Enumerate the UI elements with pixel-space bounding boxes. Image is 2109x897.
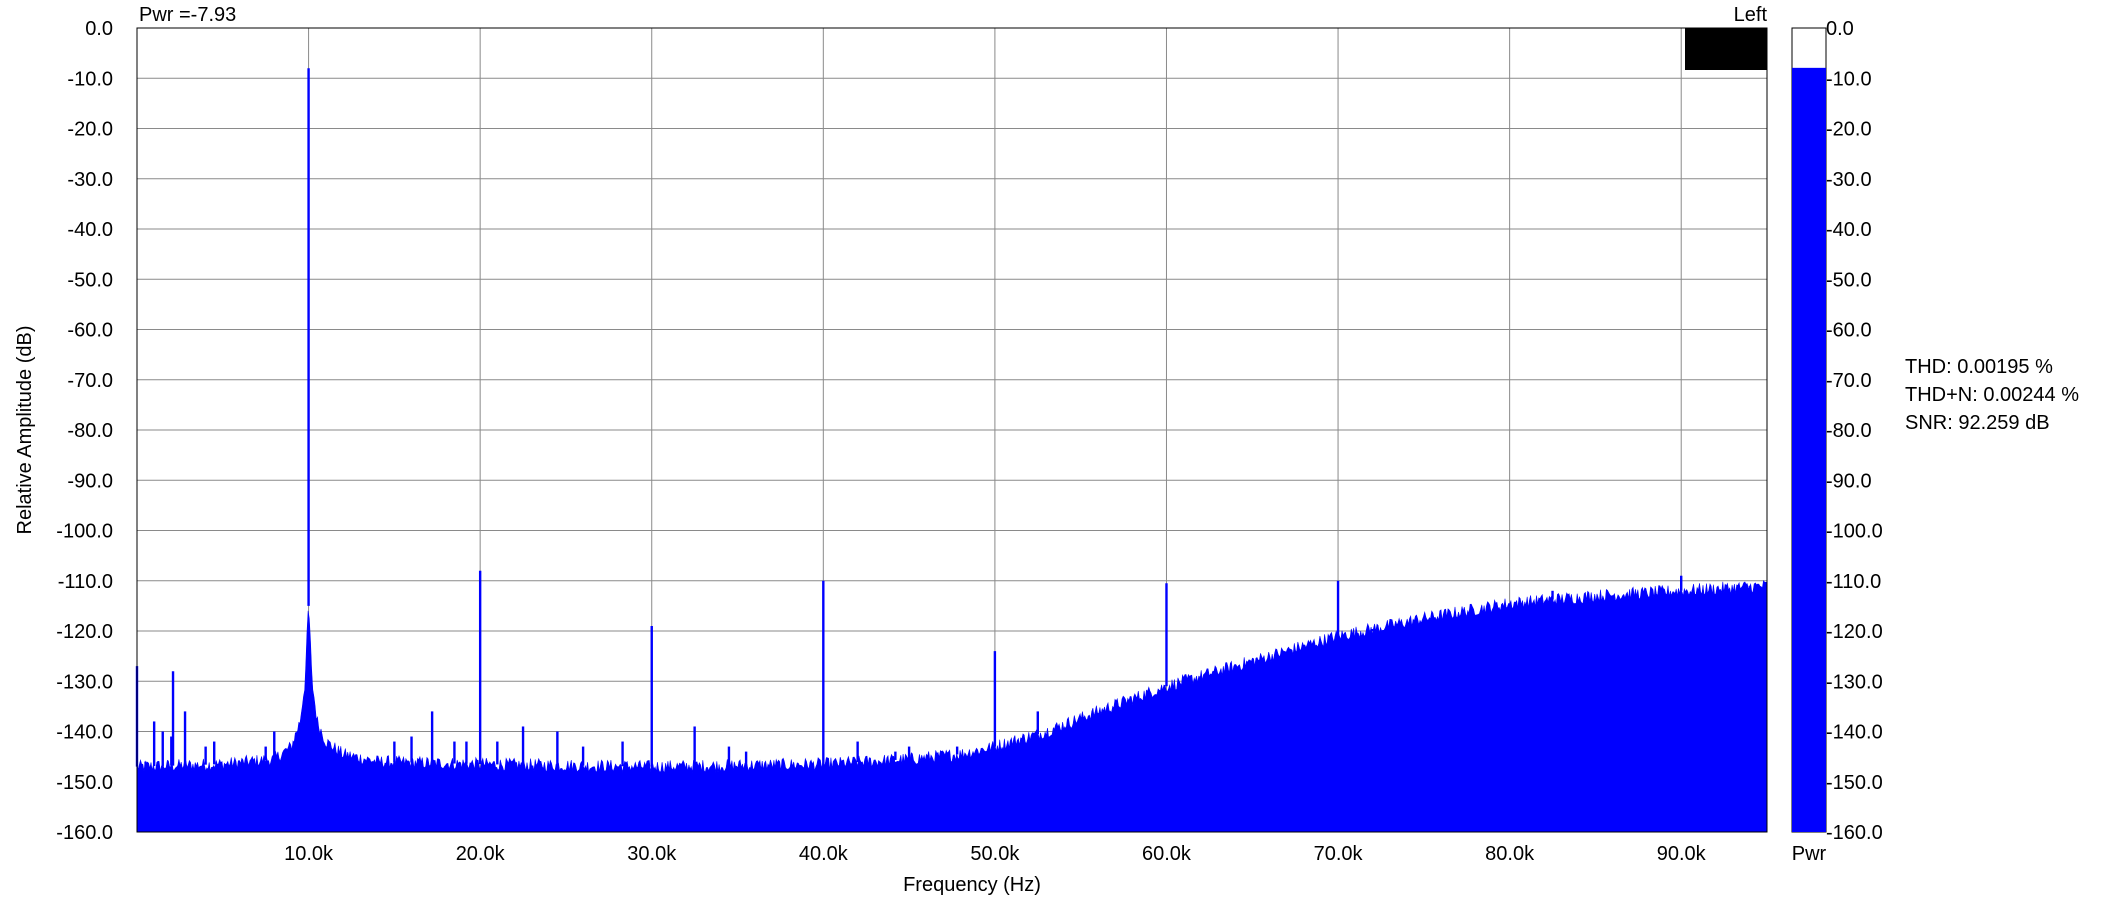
thdn-value: THD+N: 0.00244 % xyxy=(1905,384,2079,406)
power-meter-tick-label: -40.0 xyxy=(1826,219,1872,241)
x-axis-label: Frequency (Hz) xyxy=(903,874,1041,896)
channel-label: Left xyxy=(1734,4,1768,26)
y-axis-label: Relative Amplitude (dB) xyxy=(14,326,36,535)
power-meter-tick-label: -60.0 xyxy=(1826,320,1872,342)
power-meter-tick-label: -90.0 xyxy=(1826,470,1872,492)
power-readout: Pwr =-7.93 xyxy=(139,4,236,26)
y-tick-label: -120.0 xyxy=(56,621,113,643)
x-tick-label: 30.0k xyxy=(627,843,677,865)
power-meter-tick-label: -30.0 xyxy=(1826,169,1872,191)
power-meter-tick-label: -70.0 xyxy=(1826,370,1872,392)
power-meter-tick-label: -100.0 xyxy=(1826,521,1883,543)
x-tick-label: 90.0k xyxy=(1657,843,1707,865)
x-tick-label: 10.0k xyxy=(284,843,334,865)
x-tick-label: 20.0k xyxy=(456,843,506,865)
thd-value: THD: 0.00195 % xyxy=(1905,356,2053,378)
noise-floor-area xyxy=(136,579,1768,833)
y-tick-label: -80.0 xyxy=(67,420,113,442)
measurement-stats: THD: 0.00195 % THD+N: 0.00244 % SNR: 92.… xyxy=(1905,353,2079,437)
power-meter-tick-label: -120.0 xyxy=(1826,621,1883,643)
x-tick-label: 40.0k xyxy=(799,843,849,865)
power-meter-label: Pwr xyxy=(1792,843,1827,865)
y-axis-ticks: 0.0 -10.0 -20.0 -30.0 -40.0 -50.0 -60.0 -70.0 -8… xyxy=(56,18,113,844)
x-axis-ticks: 10.0k 20.0k 30.0k 40.0k 50.0k 60.0k 70.0k 80.0k… xyxy=(284,843,1707,865)
power-meter-ticks: 0.0 -10.0 -20.0 -30.0 -40.0 -50.0 -60.0 -70.0 -8… xyxy=(1826,18,1883,844)
power-meter-tick-label: -130.0 xyxy=(1826,671,1883,693)
power-meter: 0.0 -10.0 -20.0 -30.0 -40.0 -50.0 -60.0 -70.0 -8… xyxy=(1791,18,1883,865)
x-tick-label: 50.0k xyxy=(970,843,1020,865)
power-meter-tick-label: -10.0 xyxy=(1826,68,1872,90)
power-meter-tick-label: -20.0 xyxy=(1826,119,1872,141)
y-tick-label: -60.0 xyxy=(67,320,113,342)
y-tick-label: -40.0 xyxy=(67,219,113,241)
spectrum-series xyxy=(135,68,1768,833)
power-meter-tick-label: 0.0 xyxy=(1826,18,1854,40)
y-tick-label: -70.0 xyxy=(67,370,113,392)
power-meter-tick-label: -80.0 xyxy=(1826,420,1872,442)
y-tick-label: -20.0 xyxy=(67,119,113,141)
x-tick-label: 70.0k xyxy=(1314,843,1364,865)
y-tick-label: -50.0 xyxy=(67,269,113,291)
snr-value: SNR: 92.259 dB xyxy=(1905,412,2050,434)
x-tick-label: 60.0k xyxy=(1142,843,1192,865)
power-meter-tick-label: -50.0 xyxy=(1826,269,1872,291)
power-meter-tick-label: -140.0 xyxy=(1826,722,1883,744)
y-tick-label: -140.0 xyxy=(56,722,113,744)
power-meter-fill xyxy=(1792,67,1826,832)
y-tick-label: 0.0 xyxy=(85,18,113,40)
x-tick-label: 80.0k xyxy=(1485,843,1535,865)
y-tick-label: -90.0 xyxy=(67,470,113,492)
legend-box xyxy=(1685,28,1767,70)
power-meter-tick-label: -160.0 xyxy=(1826,822,1883,844)
y-tick-label: -150.0 xyxy=(56,772,113,794)
y-tick-label: -130.0 xyxy=(56,671,113,693)
y-tick-label: -100.0 xyxy=(56,521,113,543)
plot-frame xyxy=(136,27,1768,833)
power-meter-tick-label: -110.0 xyxy=(1826,571,1881,593)
power-meter-tick-label: -150.0 xyxy=(1826,772,1883,794)
y-tick-label: -110.0 xyxy=(58,571,113,593)
y-tick-label: -160.0 xyxy=(56,822,113,844)
y-tick-label: -10.0 xyxy=(67,68,113,90)
y-tick-label: -30.0 xyxy=(67,169,113,191)
